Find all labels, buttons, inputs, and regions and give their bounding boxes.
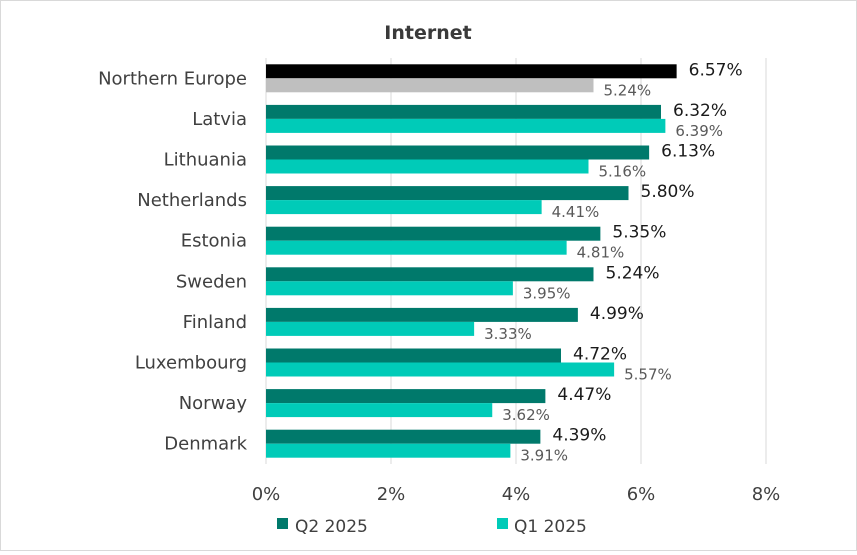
bar-q1-2025 [266,321,475,336]
value-labels: 6.57% 5.24% 6.32%6.39% 6.13% 5.16%5.80% 4.41%… [484,60,743,464]
bar-q2-2025 [266,145,650,160]
x-tick-label: 4% [502,484,531,505]
category-label: Denmark [164,434,247,455]
bar-q2-2025 [266,307,578,322]
x-axis-ticks: 0% 2% 4% 6% 8% [252,484,781,505]
bars [266,64,677,458]
data-label-q1: 3.95% [523,284,571,302]
x-tick-label: 8% [752,484,781,505]
data-label-q1: 6.39% [675,122,723,140]
legend-label-q2: Q2 2025 [295,517,368,537]
bar-q1-2025 [266,403,493,418]
chart-title: Internet [384,22,471,44]
legend[interactable]: Q2 2025 Q1 2025 [277,517,587,537]
data-label-q1: 3.62% [502,406,550,424]
bar-q2-2025 [266,348,561,363]
data-label-q1: 4.81% [577,244,625,262]
data-label-q1: 5.57% [624,366,672,384]
bar-q1-2025 [266,240,567,255]
data-label-q2: 5.35% [612,223,666,243]
data-label-q2: 4.39% [552,426,606,446]
bar-q1-2025 [266,159,589,174]
data-label-q1: 5.24% [604,81,652,99]
bar-q2-2025 [266,226,601,241]
legend-label-q1: Q1 2025 [514,517,587,537]
category-label: Netherlands [137,190,247,211]
legend-swatch-q1 [497,518,508,529]
x-tick-label: 0% [252,484,281,505]
data-label-q2: 4.72% [573,345,627,365]
category-label: Finland [183,312,247,333]
legend-swatch-q2 [277,518,288,529]
category-label: Lithuania [164,150,247,171]
data-label-q1: 4.41% [552,203,600,221]
category-label: Latvia [192,109,247,130]
category-label: Estonia [181,231,247,252]
category-label: Sweden [176,271,247,292]
bar-q1-2025 [266,362,615,377]
bar-q1-2025 [266,78,594,93]
bar-q1-2025 [266,118,666,133]
data-label-q1: 3.33% [484,325,532,343]
bar-q2-2025 [266,104,661,119]
bar-q2-2025 [266,186,629,201]
data-label-q2: 6.32% [673,101,727,121]
data-label-q1: 5.16% [599,163,647,181]
x-tick-label: 6% [627,484,656,505]
data-label-q2: 4.47% [557,385,611,405]
x-tick-label: 2% [377,484,406,505]
bar-q2-2025 [266,267,594,282]
bar-q1-2025 [266,281,513,296]
data-label-q2: 5.24% [606,263,660,283]
bar-q2-2025 [266,429,541,444]
data-label-q2: 5.80% [641,182,695,202]
category-label: Luxembourg [135,353,247,374]
bar-q1-2025 [266,200,542,215]
data-label-q2: 4.99% [590,304,644,324]
category-label: Norway [179,393,248,414]
data-label-q1: 3.91% [520,447,568,465]
data-label-q2: 6.57% [689,60,743,80]
bar-q2-2025 [266,64,677,79]
category-label: Northern Europe [98,68,247,89]
category-labels: Northern Europe Latvia Lithuania Netherland… [98,68,248,454]
bar-q1-2025 [266,443,511,458]
bar-q2-2025 [266,389,546,404]
data-label-q2: 6.13% [661,142,715,162]
